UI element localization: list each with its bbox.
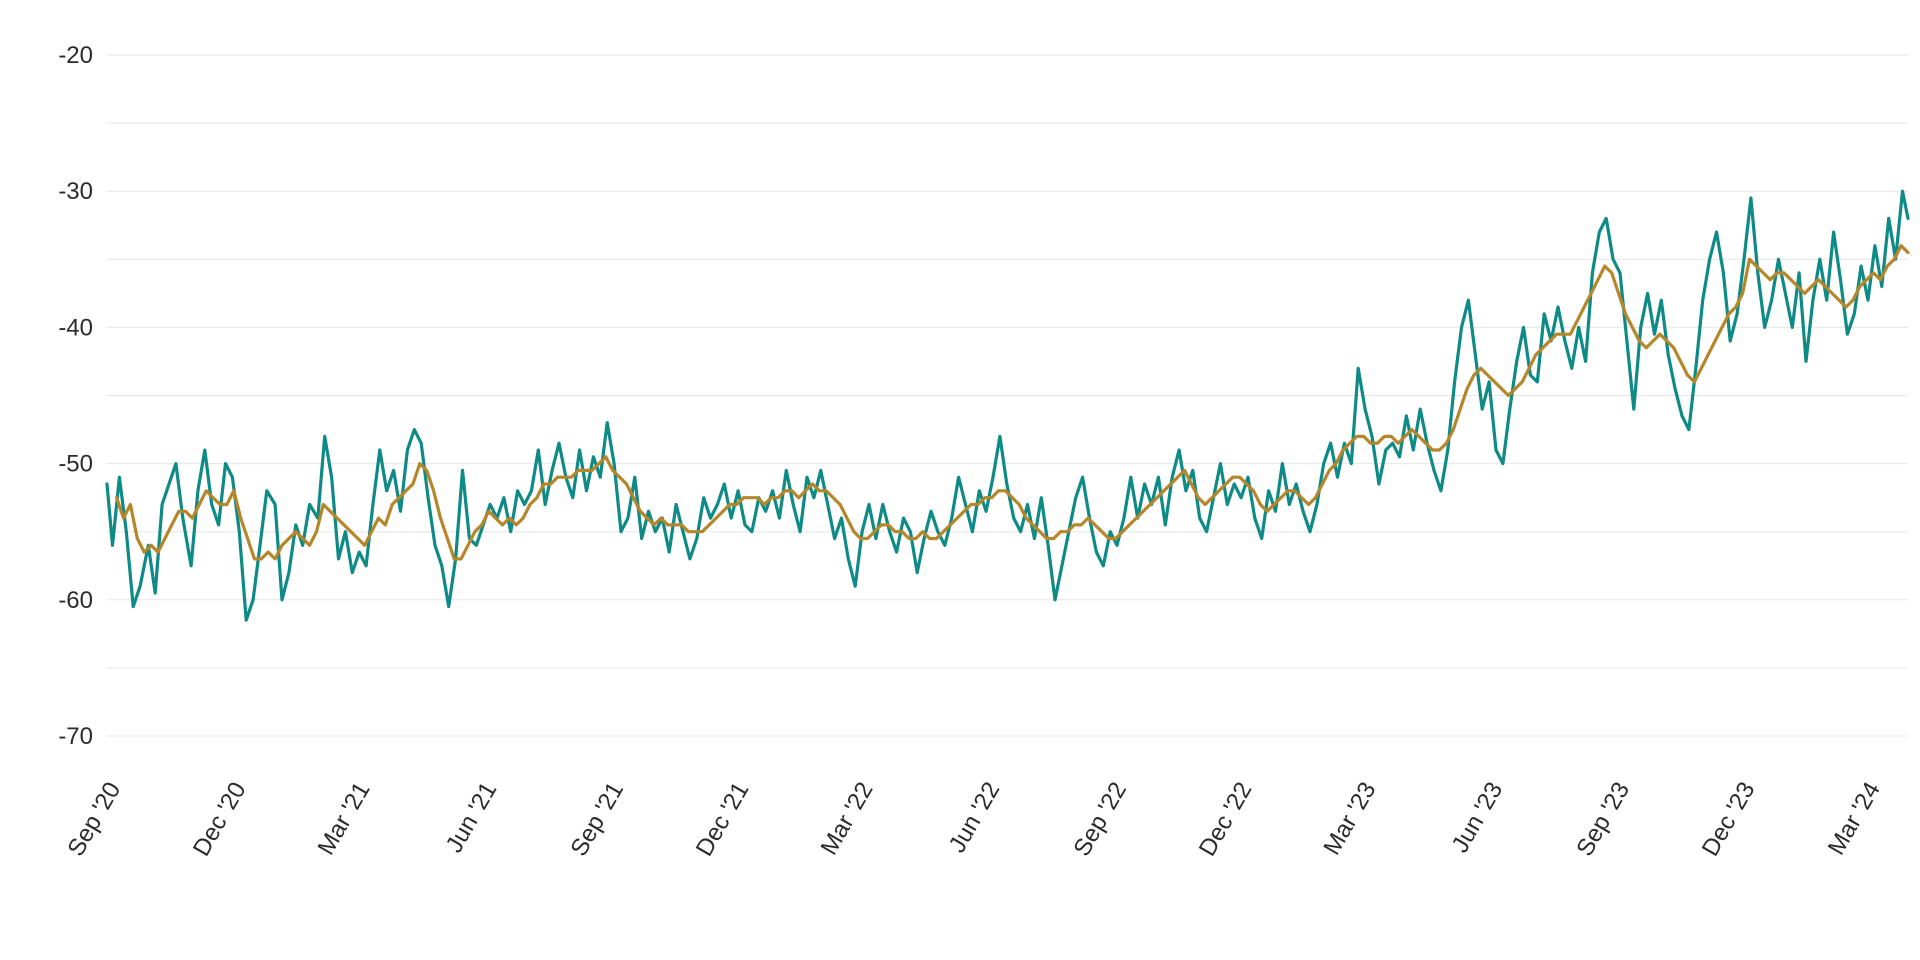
- gridlines: [107, 54, 1908, 737]
- x-tick-label: Sep '21: [565, 778, 629, 861]
- y-tick-label: -70: [58, 723, 93, 750]
- x-tick-label: Mar '24: [1823, 778, 1886, 860]
- x-tick-label: Dec '21: [691, 778, 755, 861]
- x-tick-label: Dec '20: [188, 778, 252, 861]
- y-tick-label: -20: [58, 42, 93, 69]
- x-tick-label: Mar '22: [816, 778, 879, 860]
- y-tick-label: -40: [58, 314, 93, 341]
- x-tick-label: Sep '20: [62, 778, 126, 861]
- x-tick-label: Mar '21: [313, 778, 376, 860]
- x-tick-label: Mar '23: [1318, 778, 1381, 860]
- series-group: [105, 189, 1910, 622]
- y-tick-label: -60: [58, 587, 93, 614]
- x-tick-label: Jun '22: [944, 778, 1006, 858]
- x-axis: Sep '20 Dec '20 Mar '21 Jun '21 Sep '21 Dec '…: [62, 778, 1885, 861]
- x-tick-label: Jun '21: [441, 778, 503, 858]
- series-line-1: [105, 189, 1910, 622]
- x-tick-label: Dec '23: [1697, 778, 1761, 861]
- y-axis: -20 -30 -40 -50 -60 -70: [58, 42, 93, 750]
- x-tick-label: Dec '22: [1194, 778, 1258, 861]
- y-tick-label: -30: [58, 178, 93, 205]
- series-line-2: [115, 244, 1910, 561]
- x-tick-label: Sep '22: [1068, 778, 1132, 861]
- x-tick-label: Sep '23: [1571, 778, 1635, 861]
- x-tick-label: Jun '23: [1447, 778, 1509, 858]
- y-tick-label: -50: [58, 451, 93, 478]
